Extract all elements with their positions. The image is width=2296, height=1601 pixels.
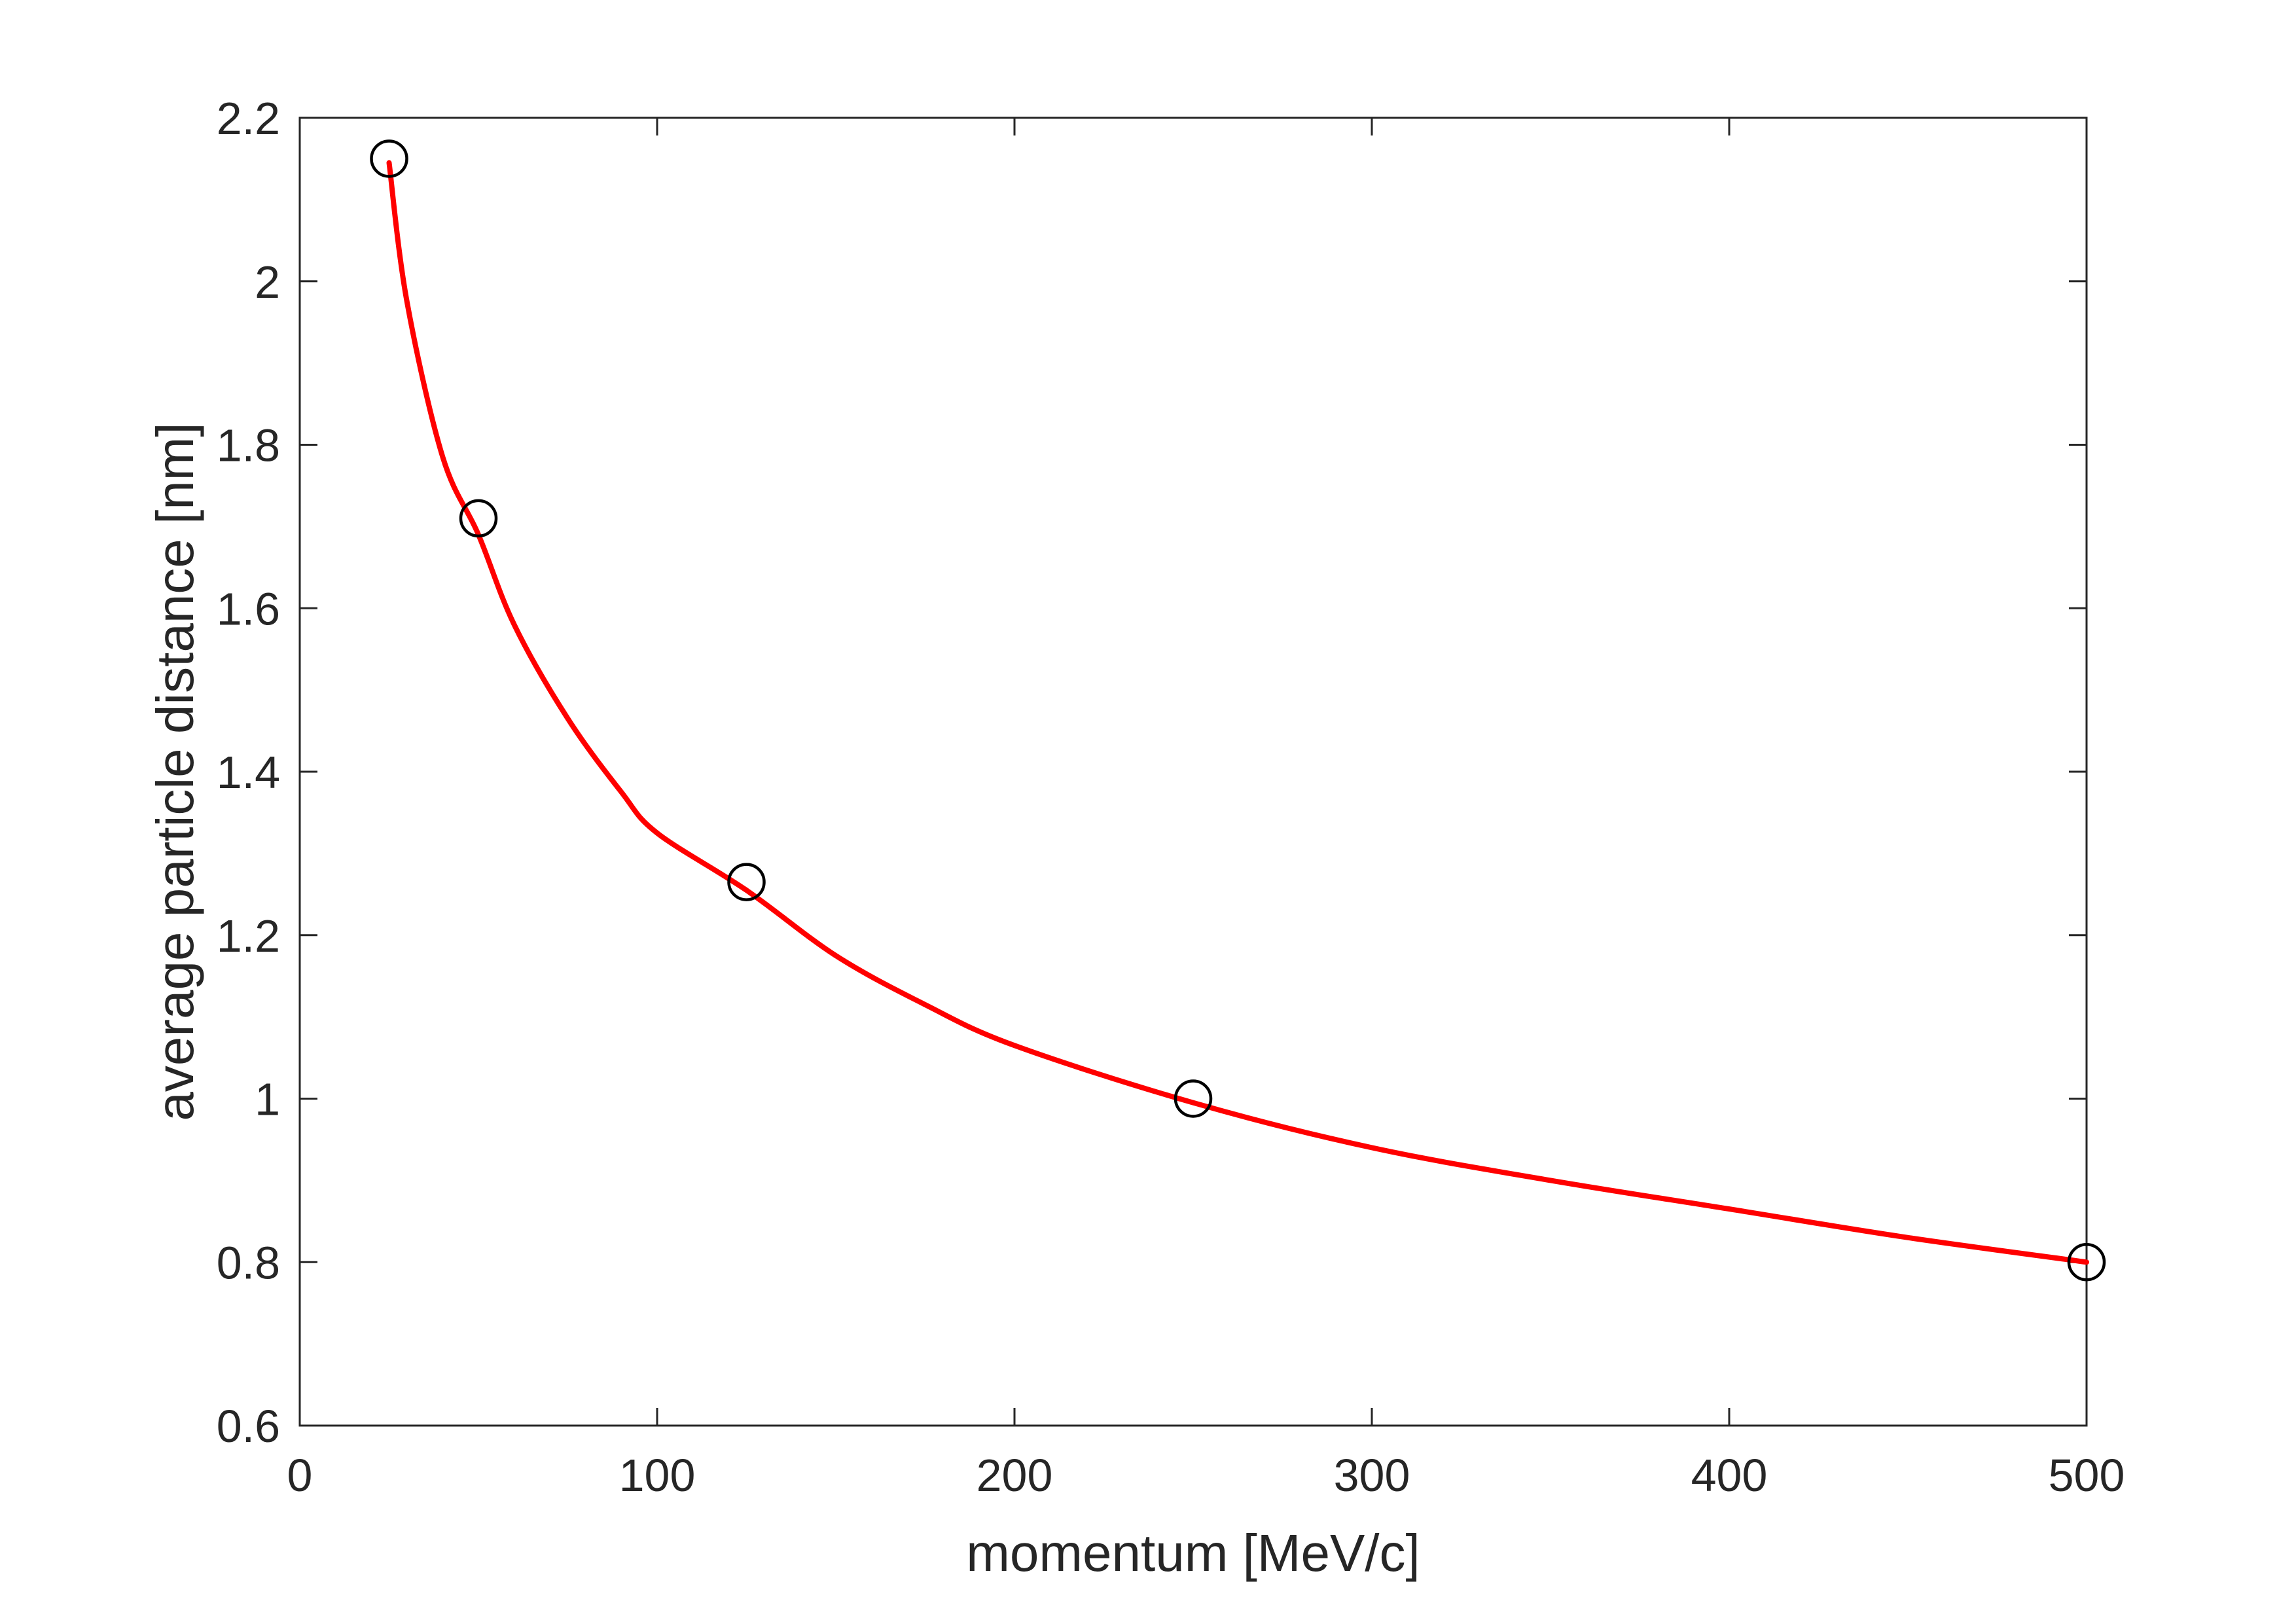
y-tick-label: 1.4 bbox=[217, 747, 280, 798]
plot-area: 0 100 200 300 400 500 0.6 0.8 1 1.2 1.4 1.6 1.8 2 2.2 bbox=[217, 93, 2125, 1501]
x-tick-label: 500 bbox=[2049, 1450, 2125, 1501]
y-tick-label: 2 bbox=[255, 257, 280, 308]
y-tick-label: 1.2 bbox=[217, 910, 280, 962]
data-point bbox=[459, 499, 498, 538]
y-tick-label: 1.8 bbox=[217, 420, 280, 471]
data-point bbox=[2067, 1243, 2106, 1282]
x-tick-label: 0 bbox=[287, 1450, 313, 1501]
data-point bbox=[370, 139, 408, 178]
fit-curve bbox=[386, 160, 2089, 1265]
data-point bbox=[727, 863, 766, 901]
x-tick-label: 100 bbox=[619, 1450, 696, 1501]
y-tick-label: 0.6 bbox=[217, 1401, 280, 1452]
y-axis-label: average particle distance [nm] bbox=[146, 422, 204, 1121]
y-tick-label: 2.2 bbox=[217, 93, 280, 144]
x-tick-label: 300 bbox=[1334, 1450, 1410, 1501]
x-tick-label: 200 bbox=[977, 1450, 1053, 1501]
y-tick-label: 1.6 bbox=[217, 583, 280, 634]
x-axis-label: momentum [MeV/c] bbox=[966, 1524, 1420, 1582]
x-tick-label: 400 bbox=[1691, 1450, 1768, 1501]
data-point bbox=[1174, 1079, 1213, 1118]
y-tick-label: 0.8 bbox=[217, 1237, 280, 1288]
y-tick-label: 1 bbox=[255, 1074, 280, 1125]
